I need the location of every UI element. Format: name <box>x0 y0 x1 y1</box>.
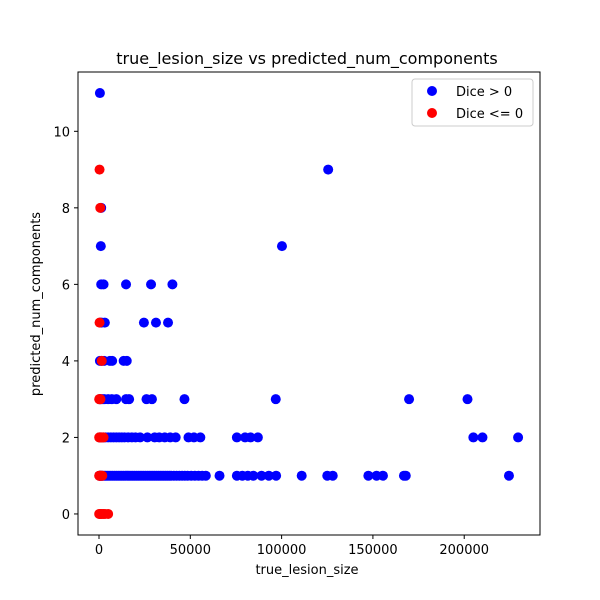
data-point <box>503 470 514 481</box>
legend-marker-dice-positive <box>427 86 437 96</box>
legend-box <box>411 78 534 127</box>
x-tick-label: 150000 <box>348 543 398 558</box>
data-point <box>163 317 174 328</box>
data-point <box>252 432 263 443</box>
data-point <box>195 432 206 443</box>
data-point <box>231 432 242 443</box>
y-tick-label: 4 <box>62 355 70 370</box>
data-point <box>200 470 211 481</box>
data-point <box>150 317 161 328</box>
data-point <box>146 394 157 405</box>
data-point <box>477 432 488 443</box>
y-axis-label: predicted_num_components <box>29 212 44 396</box>
data-point <box>270 394 281 405</box>
data-point <box>248 470 259 481</box>
data-point <box>245 432 256 443</box>
data-point <box>98 279 109 290</box>
y-tick-label: 0 <box>62 508 70 523</box>
x-tick-label: 0 <box>95 543 103 558</box>
legend-marker-dice-nonpositive <box>427 108 437 118</box>
legend-label-dice-nonpositive: Dice <= 0 <box>456 107 523 122</box>
data-point <box>94 317 105 328</box>
data-point <box>95 202 106 213</box>
data-point <box>468 432 479 443</box>
y-tick-label: 6 <box>62 278 70 293</box>
y-axis-ticks: 0 2 4 6 8 10 <box>53 125 78 523</box>
data-point <box>121 279 132 290</box>
data-point <box>94 164 105 175</box>
data-point <box>377 470 388 481</box>
plot-area <box>78 72 540 535</box>
data-point <box>95 394 106 405</box>
plot-frame <box>77 71 541 536</box>
data-point <box>170 432 181 443</box>
data-point <box>256 470 267 481</box>
data-point <box>94 88 105 99</box>
data-point <box>95 241 106 252</box>
legend: Dice > 0 Dice <= 0 <box>411 78 534 127</box>
data-point <box>179 394 190 405</box>
chart-title: true_lesion_size vs predicted_num_compon… <box>116 49 497 69</box>
series-dice-nonpositive <box>94 164 114 519</box>
data-point <box>323 164 334 175</box>
data-point <box>107 355 118 366</box>
data-point <box>96 355 107 366</box>
data-point <box>167 279 178 290</box>
y-tick-label: 2 <box>62 431 70 446</box>
data-point <box>462 394 473 405</box>
data-point <box>103 508 114 519</box>
data-point <box>214 470 225 481</box>
data-point <box>276 241 287 252</box>
data-point <box>271 470 282 481</box>
y-tick-label: 10 <box>53 125 70 140</box>
data-point <box>111 394 122 405</box>
data-point <box>97 470 108 481</box>
data-point <box>296 470 307 481</box>
x-axis-ticks: 0 50000 100000 150000 200000 <box>95 535 489 558</box>
legend-label-dice-positive: Dice > 0 <box>456 85 512 100</box>
data-points <box>94 88 524 519</box>
data-point <box>138 317 149 328</box>
data-point <box>98 432 109 443</box>
data-point <box>263 470 274 481</box>
x-axis-label: true_lesion_size <box>255 563 358 578</box>
axes: 0 50000 100000 150000 200000 0 2 4 6 8 10 <box>53 71 541 558</box>
data-point <box>404 394 415 405</box>
data-point <box>363 470 374 481</box>
x-tick-label: 100000 <box>257 543 307 558</box>
y-tick-label: 8 <box>62 202 70 217</box>
x-tick-label: 50000 <box>170 543 211 558</box>
data-point <box>124 394 135 405</box>
data-point <box>142 432 153 443</box>
data-point <box>327 470 338 481</box>
data-point <box>513 432 524 443</box>
data-point <box>135 432 146 443</box>
data-point <box>400 470 411 481</box>
x-tick-label: 200000 <box>439 543 489 558</box>
data-point <box>121 355 132 366</box>
data-point <box>146 279 157 290</box>
